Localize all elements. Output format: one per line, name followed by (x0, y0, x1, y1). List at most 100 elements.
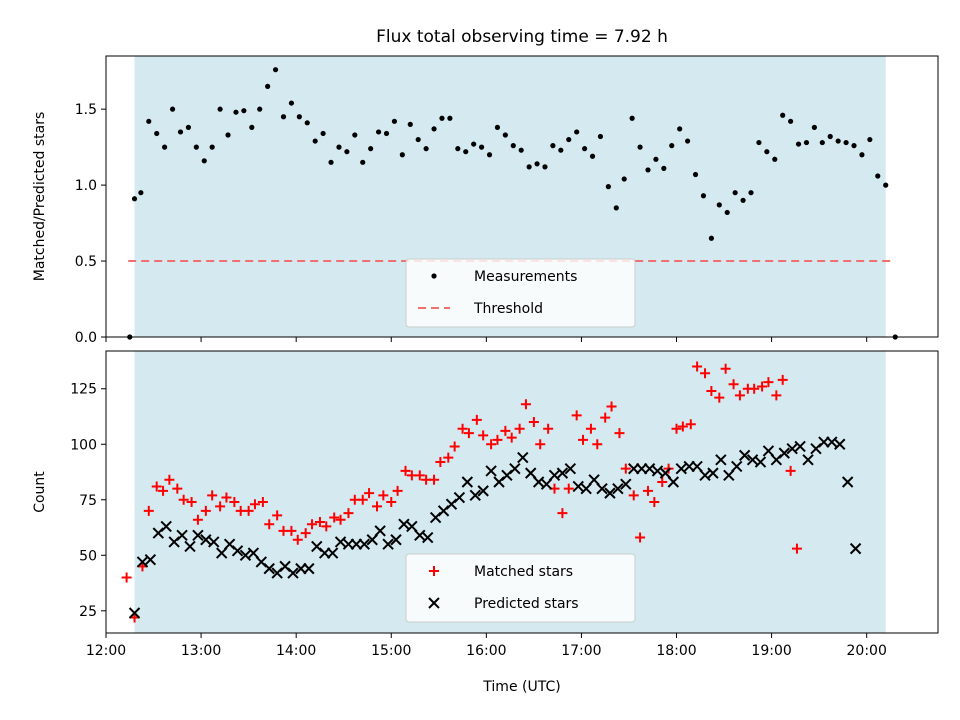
measurement-point (209, 144, 215, 150)
matched-star-point (378, 490, 389, 501)
predicted-star-point (572, 480, 584, 493)
measurement-point (629, 115, 635, 121)
matched-star-point (414, 470, 425, 481)
measurement-point (217, 106, 223, 112)
predicted-star-point (414, 529, 426, 542)
predicted-star-point (667, 476, 680, 488)
matched-star-point (600, 412, 611, 423)
measurement-point (486, 152, 493, 158)
matched-star-point (578, 434, 589, 445)
measurement-point (835, 138, 841, 144)
measurement-point (613, 205, 619, 211)
matched-star-point (329, 512, 340, 523)
matched-star-point (449, 441, 460, 452)
measurement-point (685, 138, 691, 144)
measurement-point (518, 147, 524, 153)
measurement-point (756, 139, 762, 146)
matched-star-point (471, 414, 482, 425)
legend-marker (431, 273, 437, 279)
measurement-point (272, 67, 279, 73)
predicted-star-point (453, 491, 466, 504)
legend-label: Measurements (474, 269, 577, 285)
predicted-star-point (525, 467, 537, 479)
measurement-point (439, 115, 445, 121)
predicted-star-point (469, 489, 481, 502)
predicted-star-point (841, 476, 854, 488)
measurement-point (288, 100, 295, 106)
measurement-point (162, 144, 168, 150)
predicted-star-point (406, 520, 418, 533)
count-panel: 25 50 75 100 125 12:00 13:00 14:00 15:00 16:00 17:… (32, 350, 939, 695)
legend-box (405, 553, 636, 623)
matched-star-point (386, 496, 397, 507)
matched-star-point (463, 428, 474, 439)
measurement-point (193, 144, 199, 150)
x-tick-label: 13:00 (181, 643, 221, 659)
measurement-point (447, 115, 453, 121)
matched-star-point (728, 379, 739, 390)
predicted-star-point (334, 536, 347, 548)
predicted-star-point (651, 465, 664, 477)
measurement-point (669, 143, 675, 149)
predicted-star-point (485, 465, 497, 477)
measurement-point (296, 114, 302, 120)
x-tick-label: 16:00 (466, 643, 506, 659)
predicted-star-point (532, 476, 545, 488)
measurement-point (692, 171, 699, 178)
matched-star-point (364, 488, 375, 499)
measurement-point (494, 124, 501, 130)
predicted-star-point (517, 451, 529, 464)
matched-star-point (620, 463, 631, 474)
measurement-point (415, 136, 421, 143)
predicted-star-point (263, 562, 275, 575)
matched-star-point (734, 390, 745, 401)
legend-label: Predicted stars (474, 596, 579, 612)
x-tick-label: 15:00 (371, 643, 411, 659)
matched-star-point (371, 501, 382, 512)
x-tick-label: 18:00 (656, 643, 696, 659)
predicted-star-point (303, 562, 315, 575)
measurement-point (700, 193, 707, 199)
matched-star-point (628, 490, 639, 501)
matched-star-point (635, 532, 646, 543)
measurement-point (407, 121, 413, 127)
measurement-point (788, 118, 794, 124)
matched-star-point (543, 423, 554, 434)
predicted-star-point (612, 482, 624, 495)
predicted-star-point (762, 445, 775, 457)
matched-star-point (649, 496, 660, 507)
measurement-point (328, 159, 334, 165)
measurement-point (558, 147, 564, 153)
measurement-point (811, 124, 817, 130)
x-tick-label: 20:00 (847, 643, 887, 659)
measurement-point (748, 190, 754, 196)
matched-star-point (357, 494, 368, 505)
measurement-point (138, 190, 144, 196)
measurement-point (843, 139, 849, 146)
y-tick-label: 1.0 (75, 178, 97, 194)
predicted-star-point (366, 534, 378, 546)
predicted-star-point (208, 536, 220, 548)
measurement-point (534, 161, 540, 167)
predicted-star-point (620, 478, 632, 490)
matched-star-point (121, 572, 132, 583)
measurement-point (502, 132, 508, 138)
matched-star-point (777, 374, 788, 385)
measurement-point (827, 133, 833, 140)
matched-star-point (392, 485, 403, 496)
matched-star-point (435, 457, 446, 468)
matched-star-point (264, 519, 275, 530)
matched-star-point (429, 474, 440, 485)
measurement-point (233, 109, 239, 115)
predicted-star-point (556, 467, 569, 479)
measurement-point (146, 118, 152, 124)
measurement-point (154, 130, 160, 137)
measurement-point (780, 112, 786, 118)
matched-star-point (443, 452, 454, 463)
measurement-point (566, 136, 572, 143)
measurement-point (740, 197, 746, 203)
x-tick-label: 12:00 (86, 643, 126, 659)
matched-star-point (300, 528, 311, 539)
y-tick-label: 1.5 (75, 102, 97, 118)
